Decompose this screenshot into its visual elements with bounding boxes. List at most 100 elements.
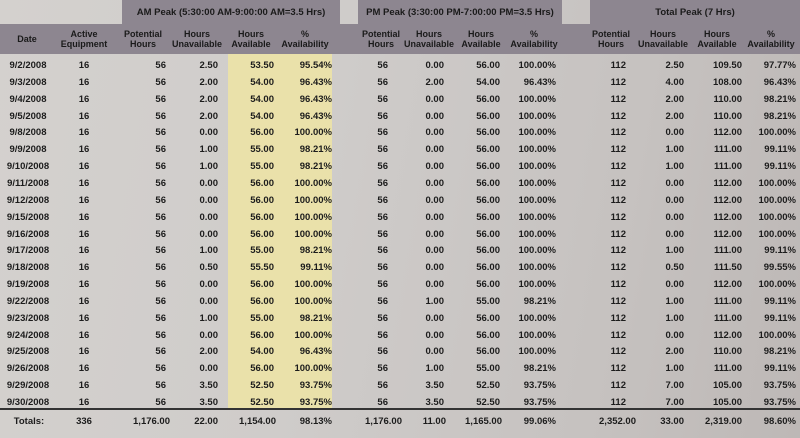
cell-total-availability: 97.77% xyxy=(763,60,796,71)
cell-am-potential-hours: 56 xyxy=(155,177,166,189)
table-row: 9/3/2008 16 56 2.00 54.00 96.43% 56 2.00 54.00 96… xyxy=(0,73,800,92)
cell-total-hours-available: 111.00 xyxy=(713,144,742,156)
cell-am-hours-available: 56.00 xyxy=(250,127,274,139)
cell-pm-availability: 100.00% xyxy=(518,177,556,189)
total-total-hours-available: 2,319.00 xyxy=(705,416,742,427)
cell-pm-hours-unavailable: 0.00 xyxy=(425,245,445,257)
cell-date: 9/29/2008 xyxy=(6,380,50,392)
pm-peak-group-header: PM Peak (3:30:00 PM-7:00:00 PM=3.5 Hrs) xyxy=(358,0,562,24)
cell-pm-hours-available: 56.00 xyxy=(476,245,500,257)
cell-pm-availability: 100.00% xyxy=(518,211,556,223)
table-row: 9/19/2008 16 56 0.00 56.00 100.00% 56 0.00 56.00… xyxy=(0,275,800,294)
cell-am-potential-hours: 56 xyxy=(155,312,166,324)
cell-date: 9/30/2008 xyxy=(6,397,50,408)
cell-total-availability: 100.00% xyxy=(758,194,796,206)
totals-divider xyxy=(0,408,800,410)
header-total-potential-hours: Potential Hours xyxy=(591,29,630,49)
cell-pm-potential-hours: 56 xyxy=(377,228,388,240)
table-row: 9/22/2008 16 56 0.00 56.00 100.00% 56 1.00 55.00… xyxy=(0,292,800,311)
cell-total-hours-unavailable: 0.00 xyxy=(665,211,685,223)
table-row: 9/26/2008 16 56 0.00 56.00 100.00% 56 1.00 55.00… xyxy=(0,359,800,378)
cell-total-availability: 96.43% xyxy=(763,76,796,88)
cell-total-availability: 98.21% xyxy=(763,346,796,358)
cell-am-hours-available: 56.00 xyxy=(250,279,274,291)
cell-am-potential-hours: 56 xyxy=(155,161,166,173)
cell-am-hours-unavailable: 0.00 xyxy=(199,177,219,189)
cell-date: 9/18/2008 xyxy=(6,262,50,274)
cell-pm-potential-hours: 56 xyxy=(377,76,388,88)
cell-date: 9/15/2008 xyxy=(6,211,50,223)
total-pm-availability: 99.06% xyxy=(523,416,556,427)
cell-am-potential-hours: 56 xyxy=(155,144,166,156)
table-row: 9/23/2008 16 56 1.00 55.00 98.21% 56 0.00 56.00 1… xyxy=(0,309,800,328)
cell-total-potential-hours: 112 xyxy=(610,346,626,358)
totals-row: Totals: 336 1,176.00 22.00 1,154.00 98.13% 1,1… xyxy=(0,412,800,432)
cell-total-hours-unavailable: 0.50 xyxy=(665,262,685,274)
cell-pm-hours-unavailable: 0.00 xyxy=(425,60,445,71)
cell-pm-hours-available: 56.00 xyxy=(476,211,500,223)
cell-pm-hours-available: 56.00 xyxy=(476,329,500,341)
cell-total-availability: 100.00% xyxy=(758,211,796,223)
cell-total-hours-available: 111.00 xyxy=(713,363,742,375)
cell-pm-potential-hours: 56 xyxy=(377,93,388,105)
cell-pm-availability: 100.00% xyxy=(518,60,556,71)
cell-am-hours-available: 56.00 xyxy=(250,211,274,223)
cell-total-hours-available: 111.00 xyxy=(713,295,742,307)
cell-pm-potential-hours: 56 xyxy=(377,194,388,206)
cell-pm-potential-hours: 56 xyxy=(377,363,388,375)
cell-pm-hours-unavailable: 0.00 xyxy=(425,127,445,139)
cell-am-availability: 96.43% xyxy=(299,346,332,358)
cell-total-availability: 99.11% xyxy=(764,144,796,156)
cell-am-potential-hours: 56 xyxy=(155,93,166,105)
cell-active-equipment: 16 xyxy=(78,60,90,71)
cell-pm-availability: 96.43% xyxy=(523,76,556,88)
cell-active-equipment: 16 xyxy=(78,161,90,173)
cell-total-potential-hours: 112 xyxy=(610,161,626,173)
cell-pm-hours-unavailable: 0.00 xyxy=(425,211,445,223)
total-total-hours-unavailable: 33.00 xyxy=(660,416,684,427)
cell-total-availability: 98.21% xyxy=(763,110,796,122)
cell-am-potential-hours: 56 xyxy=(155,60,166,71)
table-row: 9/2/2008 16 56 2.50 53.50 95.54% 56 0.00 56.00 10… xyxy=(0,56,800,75)
header-pm-hours-available: Hours Available xyxy=(461,29,501,49)
cell-pm-availability: 98.21% xyxy=(523,295,556,307)
cell-am-availability: 100.00% xyxy=(294,295,332,307)
cell-am-hours-unavailable: 0.00 xyxy=(199,295,219,307)
table-row: 9/18/2008 16 56 0.50 55.50 99.11% 56 0.00 56.00 1… xyxy=(0,258,800,277)
cell-date: 9/24/2008 xyxy=(6,329,50,341)
cell-am-availability: 100.00% xyxy=(294,329,332,341)
cell-active-equipment: 16 xyxy=(78,262,90,274)
cell-pm-availability: 100.00% xyxy=(518,262,556,274)
header-total-hours-available: Hours Available xyxy=(697,29,737,49)
cell-am-hours-unavailable: 1.00 xyxy=(199,245,219,257)
table-row: 9/12/2008 16 56 0.00 56.00 100.00% 56 0.00 56.00… xyxy=(0,191,800,210)
cell-am-hours-unavailable: 3.50 xyxy=(199,397,219,408)
cell-am-potential-hours: 56 xyxy=(155,380,166,392)
cell-date: 9/16/2008 xyxy=(6,228,50,240)
cell-total-availability: 93.75% xyxy=(763,397,796,408)
cell-pm-hours-unavailable: 0.00 xyxy=(425,93,445,105)
cell-pm-hours-unavailable: 3.50 xyxy=(425,380,445,392)
cell-am-potential-hours: 56 xyxy=(155,295,166,307)
cell-total-hours-unavailable: 0.00 xyxy=(665,127,685,139)
cell-total-hours-unavailable: 0.00 xyxy=(665,194,685,206)
cell-am-hours-unavailable: 0.00 xyxy=(199,194,219,206)
cell-am-hours-available: 53.50 xyxy=(250,60,274,71)
cell-am-potential-hours: 56 xyxy=(155,228,166,240)
cell-am-hours-available: 56.00 xyxy=(250,194,274,206)
cell-date: 9/2/2008 xyxy=(9,60,47,71)
cell-pm-potential-hours: 56 xyxy=(377,161,388,173)
cell-pm-availability: 100.00% xyxy=(518,245,556,257)
cell-date: 9/12/2008 xyxy=(6,194,50,206)
cell-pm-hours-unavailable: 1.00 xyxy=(425,363,445,375)
cell-am-hours-unavailable: 0.00 xyxy=(199,363,219,375)
cell-am-availability: 98.21% xyxy=(299,144,332,156)
cell-pm-potential-hours: 56 xyxy=(377,397,388,408)
cell-active-equipment: 16 xyxy=(78,177,90,189)
table-row: 9/25/2008 16 56 2.00 54.00 96.43% 56 0.00 56.00 1… xyxy=(0,342,800,361)
table-row: 9/10/2008 16 56 1.00 55.00 98.21% 56 0.00 56.00 1… xyxy=(0,157,800,176)
cell-total-hours-available: 109.50 xyxy=(712,60,742,71)
cell-pm-availability: 93.75% xyxy=(523,380,556,392)
cell-total-potential-hours: 112 xyxy=(610,211,626,223)
